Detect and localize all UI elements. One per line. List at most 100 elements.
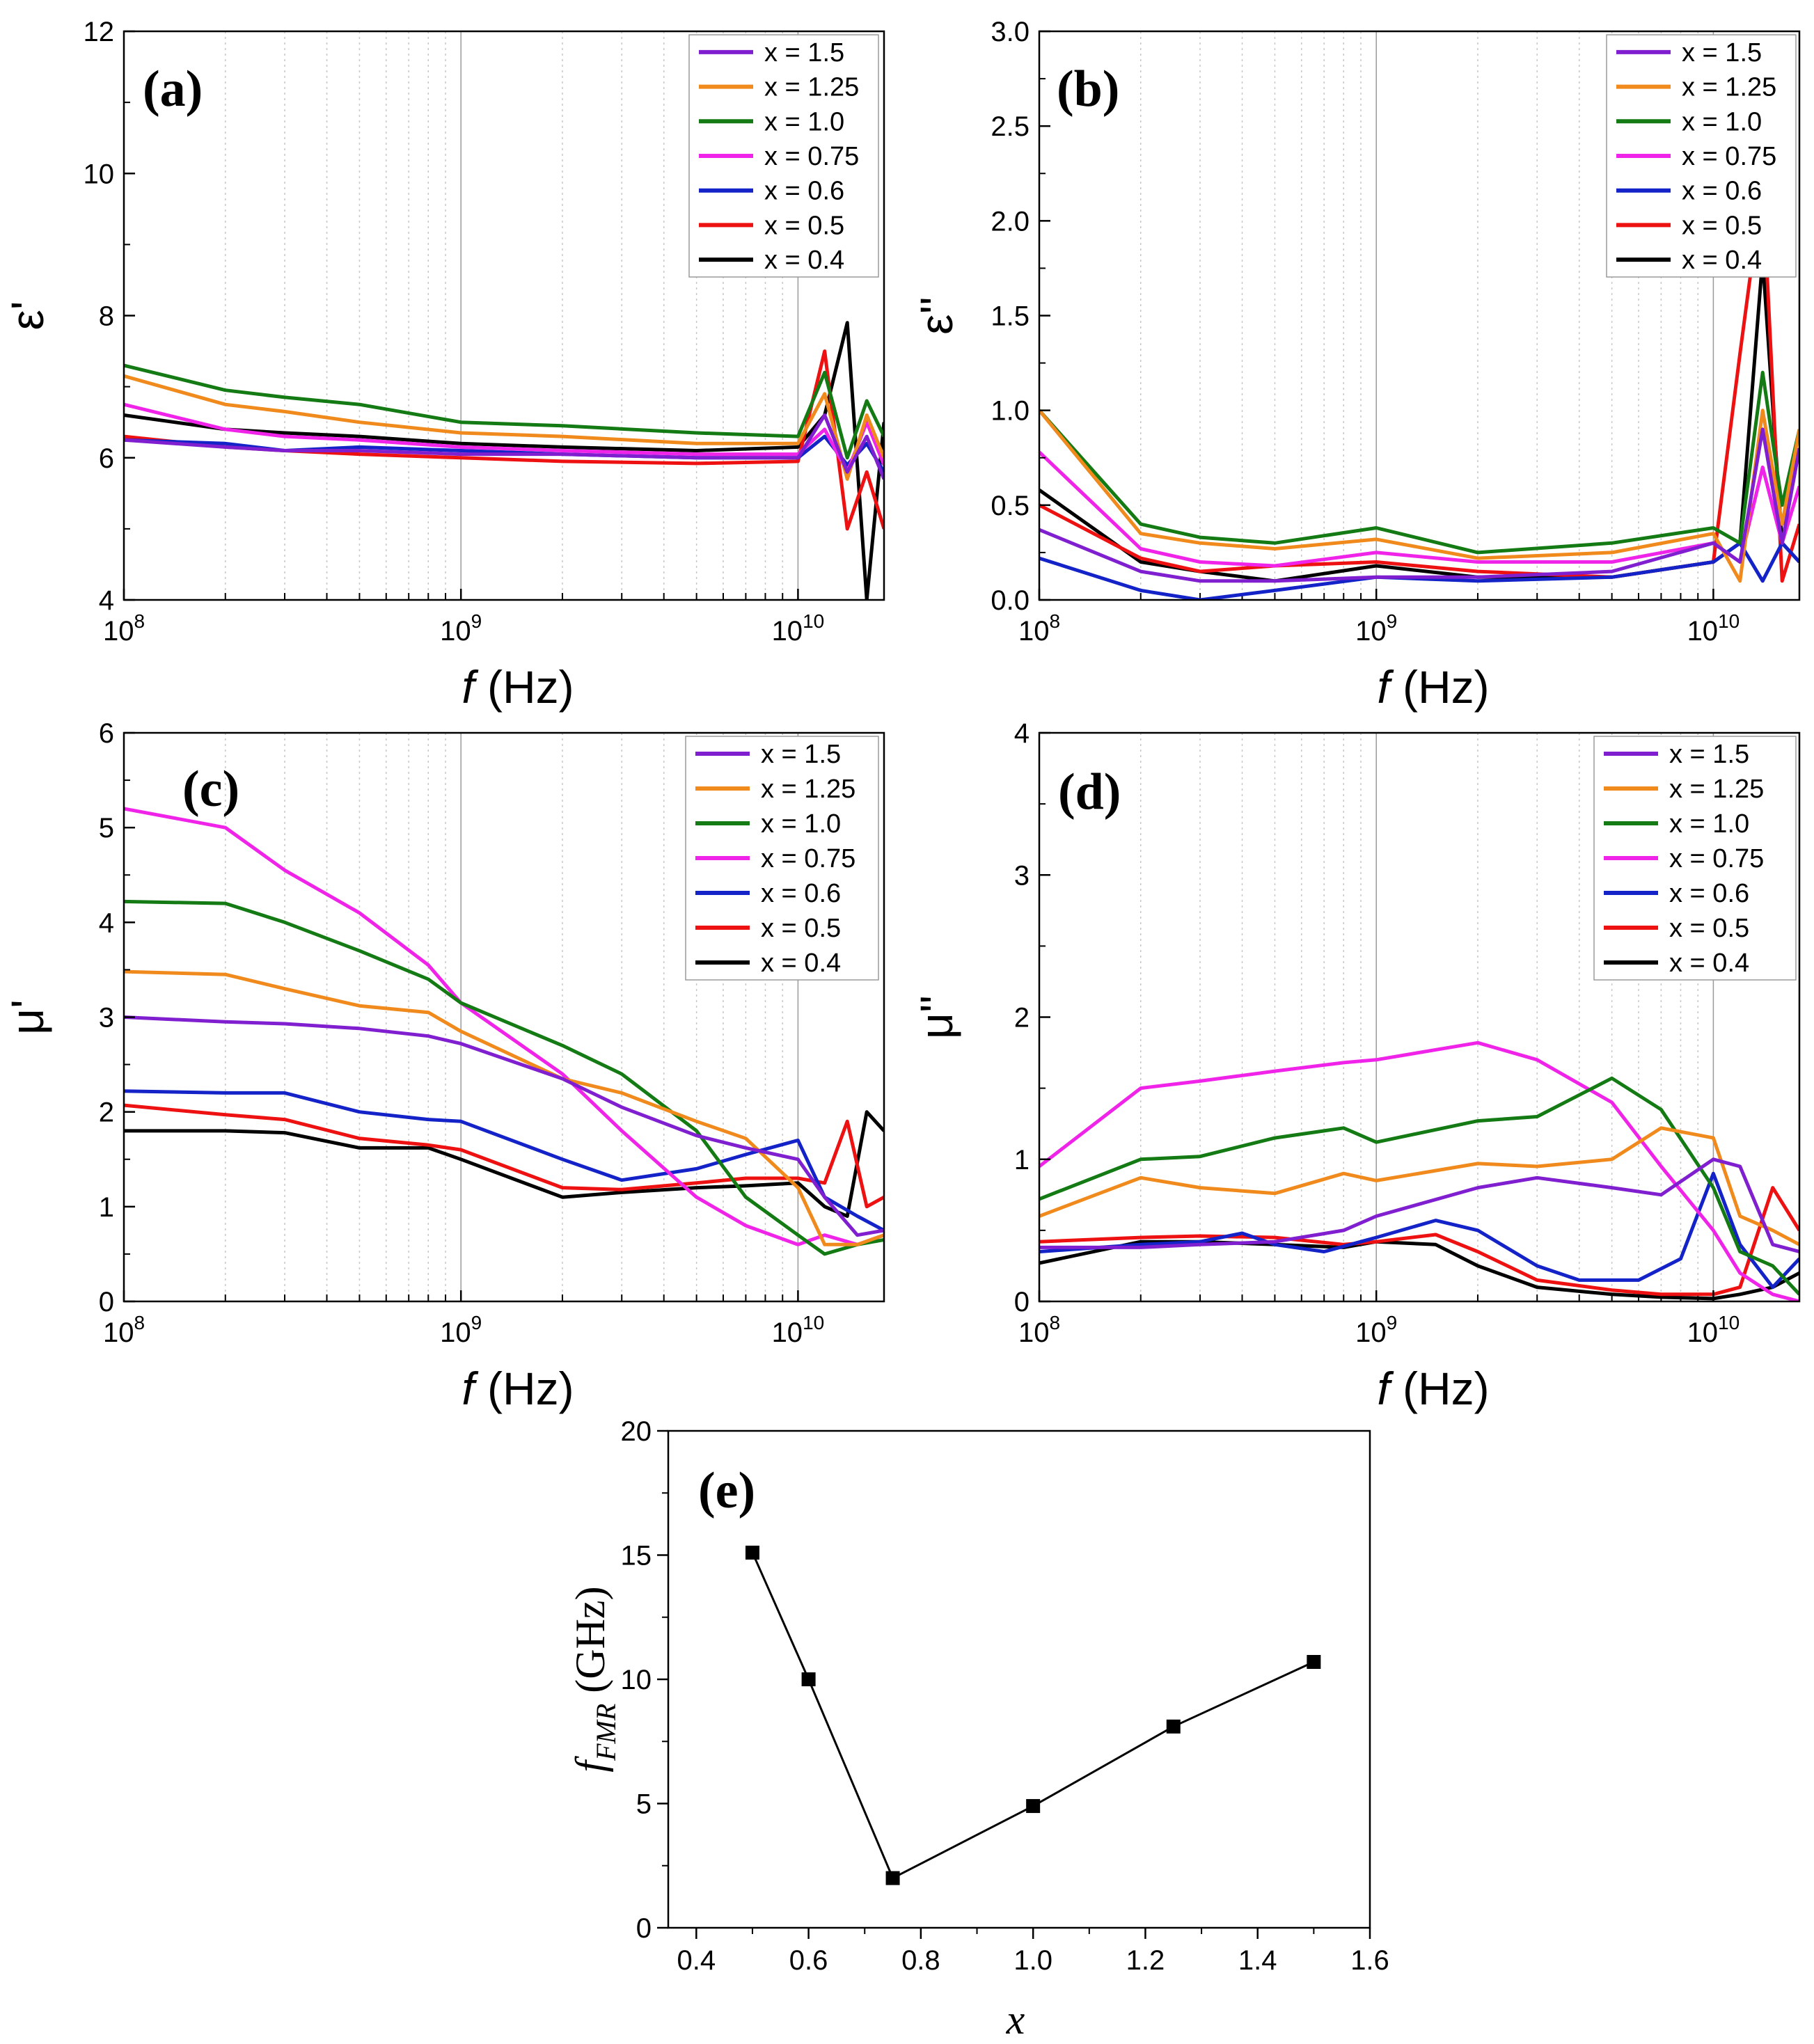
legend-label: x = 1.5 xyxy=(1669,740,1749,769)
series-line-x1-25 xyxy=(1039,1126,1799,1246)
x-tick-label: 1.4 xyxy=(1238,1945,1277,1976)
legend-label: x = 0.5 xyxy=(1682,211,1762,240)
legend-label: x = 1.0 xyxy=(1669,809,1749,839)
y-tick-label: 1 xyxy=(1014,1145,1030,1175)
y-axis-label: fFMR (GHz) xyxy=(567,1586,622,1772)
series-line-x1-0 xyxy=(1039,370,1799,555)
y-tick-label: 0.5 xyxy=(991,491,1030,521)
y-tick-label: 6 xyxy=(99,443,114,474)
x-tick-base: 10 xyxy=(772,616,803,647)
y-tick-label: 5 xyxy=(636,1789,652,1820)
y-tick-label: 3 xyxy=(1014,860,1030,891)
y-axis-label: ε' xyxy=(1,301,53,330)
y-tick-label: 10 xyxy=(84,159,115,189)
x-axis-label: f (Hz) xyxy=(462,661,574,713)
legend-label: x = 0.75 xyxy=(764,142,859,171)
series-line-x1-0 xyxy=(1039,1076,1799,1296)
series-group xyxy=(124,321,884,600)
y-axis-label-rest: (GHz) xyxy=(567,1586,613,1703)
x-tick-exponent: 10 xyxy=(1718,610,1740,632)
y-tick-label: 3.0 xyxy=(991,17,1030,47)
x-tick-base: 10 xyxy=(1355,1317,1387,1348)
y-tick-label: 0.0 xyxy=(991,585,1030,616)
legend-label: x = 0.6 xyxy=(764,177,844,206)
series-line-x1-0 xyxy=(124,363,884,460)
x-tick-base: 10 xyxy=(440,1317,471,1348)
x-tick-exponent: 10 xyxy=(803,1312,824,1333)
legend-label: x = 0.5 xyxy=(1669,914,1749,943)
legend-label: x = 0.6 xyxy=(761,879,841,908)
x-axis-label: f (Hz) xyxy=(1377,1363,1489,1414)
y-tick-label: 1.0 xyxy=(991,396,1030,427)
x-axis-label: f (Hz) xyxy=(462,1363,574,1414)
legend-label: x = 1.25 xyxy=(761,775,855,804)
legend-label: x = 0.4 xyxy=(764,246,844,275)
data-point xyxy=(1026,1799,1041,1814)
x-axis-label: x xyxy=(1006,1997,1025,2043)
series-line-x0-5 xyxy=(124,349,884,531)
x-tick-base: 10 xyxy=(103,1317,134,1348)
legend-label: x = 0.75 xyxy=(1682,142,1776,171)
series-line-x0-75 xyxy=(1039,1040,1799,1301)
x-tick-label: 109 xyxy=(1355,1312,1397,1348)
legend-label: x = 0.5 xyxy=(761,914,841,943)
y-tick-label: 2.5 xyxy=(991,111,1030,142)
x-tick-exponent: 8 xyxy=(134,610,145,632)
series-line-x1-25 xyxy=(124,969,884,1246)
series-line-x1-25 xyxy=(1039,409,1799,583)
y-axis-label-sub: FMR xyxy=(590,1704,622,1761)
legend-label: x = 1.0 xyxy=(761,809,841,839)
y-axis-label: ε'' xyxy=(910,296,962,335)
data-point xyxy=(885,1871,900,1885)
x-tick-exponent: 9 xyxy=(1387,610,1398,632)
y-tick-label: 5 xyxy=(99,813,114,843)
series-line-x0-5 xyxy=(124,1103,884,1209)
legend-label: x = 0.4 xyxy=(761,949,841,978)
panel-label: (d) xyxy=(1058,763,1121,821)
x-tick-label: 109 xyxy=(440,1312,482,1348)
x-tick-label: 1010 xyxy=(1687,1312,1740,1348)
x-tick-label: 1.2 xyxy=(1126,1945,1165,1976)
y-tick-label: 0 xyxy=(1014,1287,1030,1317)
y-axis-label: μ'' xyxy=(910,995,962,1039)
y-tick-label: 20 xyxy=(621,1416,652,1447)
data-point xyxy=(745,1545,759,1560)
legend-label: x = 0.6 xyxy=(1682,177,1762,206)
y-tick-label: 10 xyxy=(621,1665,652,1695)
series-line-x0-6 xyxy=(124,1089,884,1233)
panel-label: (b) xyxy=(1057,61,1119,118)
plot-frame xyxy=(667,1429,1371,1929)
series-group xyxy=(1039,1040,1799,1301)
x-tick-label: 1010 xyxy=(772,610,825,647)
y-tick-label: 1 xyxy=(99,1192,114,1223)
x-tick-label: 109 xyxy=(1355,610,1397,647)
x-tick-label: 1010 xyxy=(772,1312,825,1348)
series-line-x1-5 xyxy=(1039,1157,1799,1253)
x-tick-exponent: 8 xyxy=(134,1312,145,1333)
legend-label: x = 1.0 xyxy=(764,107,844,136)
x-tick-label: 1.0 xyxy=(1014,1945,1052,1976)
y-tick-label: 2.0 xyxy=(991,206,1030,237)
legend-label: x = 0.4 xyxy=(1682,246,1762,275)
x-tick-label: 108 xyxy=(103,1312,145,1348)
y-tick-label: 6 xyxy=(99,718,114,749)
x-tick-base: 10 xyxy=(1687,1317,1719,1348)
x-tick-label: 1.6 xyxy=(1350,1945,1389,1976)
series-line-x0-6 xyxy=(1039,541,1799,600)
panel-label: (c) xyxy=(182,761,239,818)
panel-e: 0 5 10 15 20 0.4 0.6 0.8 1.0 1.2 1.4 1.6 (e) x fFMR (G… xyxy=(567,1416,1389,2043)
legend-label: x = 1.5 xyxy=(761,740,841,769)
legend-label: x = 0.75 xyxy=(761,844,855,873)
y-tick-label: 8 xyxy=(99,301,114,332)
legend-label: x = 1.25 xyxy=(764,73,859,102)
x-tick-base: 10 xyxy=(1355,616,1387,647)
series-line-x1-5 xyxy=(1039,427,1799,583)
x-tick-base: 10 xyxy=(1018,1317,1050,1348)
x-tick-base: 10 xyxy=(440,616,471,647)
x-tick-label: 109 xyxy=(440,610,482,647)
y-tick-label: 1.5 xyxy=(991,301,1030,332)
